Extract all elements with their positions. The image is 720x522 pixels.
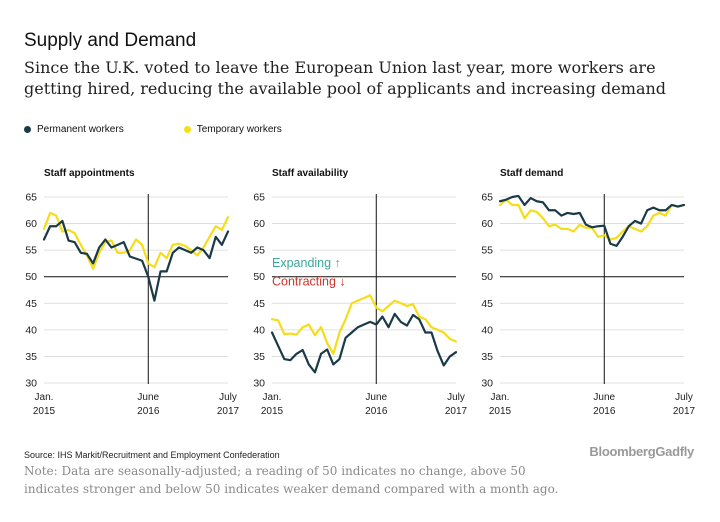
legend-item-temporary: Temporary workers <box>183 124 282 135</box>
panel-title: Staff appointments <box>44 168 135 179</box>
y-tick-label: 45 <box>253 298 265 310</box>
y-tick-label: 65 <box>253 192 265 204</box>
legend-label-permanent: Permanent workers <box>37 124 124 135</box>
series-line-temporary-workers <box>270 294 458 355</box>
series-line-temporary-workers <box>498 198 686 241</box>
y-tick-label: 40 <box>253 324 265 336</box>
x-tick-label: 2016 <box>593 406 616 417</box>
legend-swatch-permanent <box>24 126 31 133</box>
y-tick-label: 65 <box>481 192 493 204</box>
x-tick-label: June <box>593 392 615 403</box>
y-tick-label: 55 <box>481 245 493 257</box>
x-tick-label: 2017 <box>673 406 696 417</box>
y-tick-label: 60 <box>253 218 265 230</box>
x-tick-label: 2015 <box>489 406 512 417</box>
series-line-temporary-workers <box>42 211 230 270</box>
legend-label-temporary: Temporary workers <box>196 124 282 135</box>
panel-title: Staff availability <box>272 168 349 179</box>
series-line-permanent-workers <box>42 219 230 302</box>
source-note: Source: IHS Markit/Recruitment and Emplo… <box>24 450 280 460</box>
chart-panel-2: Staff availability 30 35 40 45 50 55 60 65 Jan. 20… <box>253 168 467 417</box>
annotation-label: Contracting ↓ <box>272 274 346 288</box>
x-tick-label: Jan. <box>35 392 54 403</box>
x-tick-label: July <box>447 392 465 403</box>
y-tick-label: 65 <box>25 192 37 204</box>
legend: Permanent workers Temporary workers <box>24 124 342 135</box>
chart-title: Supply and Demand <box>24 30 197 51</box>
panel-title: Staff demand <box>500 168 563 179</box>
y-tick-label: 30 <box>253 378 265 390</box>
y-tick-label: 60 <box>481 218 493 230</box>
x-tick-label: 2015 <box>261 406 284 417</box>
y-tick-label: 40 <box>25 324 37 336</box>
annotation-label: Expanding ↑ <box>272 256 341 270</box>
y-tick-label: 30 <box>481 378 493 390</box>
x-tick-label: 2017 <box>445 406 468 417</box>
x-tick-label: 2016 <box>365 406 388 417</box>
x-tick-label: 2015 <box>33 406 56 417</box>
x-tick-label: Jan. <box>491 392 510 403</box>
brand-logo: BloombergGadfly <box>589 444 694 459</box>
x-tick-label: 2016 <box>137 406 160 417</box>
y-tick-label: 50 <box>253 271 265 283</box>
series-line-permanent-workers <box>270 312 458 374</box>
y-tick-label: 40 <box>481 324 493 336</box>
series-line-permanent-workers <box>498 194 686 247</box>
x-tick-label: June <box>137 392 159 403</box>
y-tick-label: 35 <box>253 351 265 363</box>
y-tick-label: 60 <box>25 218 37 230</box>
y-tick-label: 45 <box>25 298 37 310</box>
x-tick-label: 2017 <box>217 406 240 417</box>
footnote: Note: Data are seasonally-adjusted; a re… <box>24 464 559 496</box>
x-tick-label: July <box>675 392 693 403</box>
y-tick-label: 35 <box>481 351 493 363</box>
x-tick-label: Jan. <box>263 392 282 403</box>
x-tick-label: July <box>219 392 237 403</box>
x-tick-label: June <box>365 392 387 403</box>
y-tick-label: 50 <box>481 271 493 283</box>
chart-subtitle: Since the U.K. voted to leave the Europe… <box>24 58 667 98</box>
legend-item-permanent: Permanent workers <box>24 124 124 135</box>
y-tick-label: 45 <box>481 298 493 310</box>
y-tick-label: 50 <box>25 271 37 283</box>
chart-panel-1: Staff appointments 30 35 40 45 50 55 60 65 Jan. 20… <box>25 168 239 417</box>
legend-swatch-temporary <box>183 126 191 133</box>
chart-panel-3: Staff demand 30 35 40 45 50 55 60 65 Jan. 2015 June… <box>481 168 695 417</box>
y-tick-label: 55 <box>25 245 37 257</box>
y-tick-label: 30 <box>25 378 37 390</box>
y-tick-label: 55 <box>253 245 265 257</box>
y-tick-label: 35 <box>25 351 37 363</box>
